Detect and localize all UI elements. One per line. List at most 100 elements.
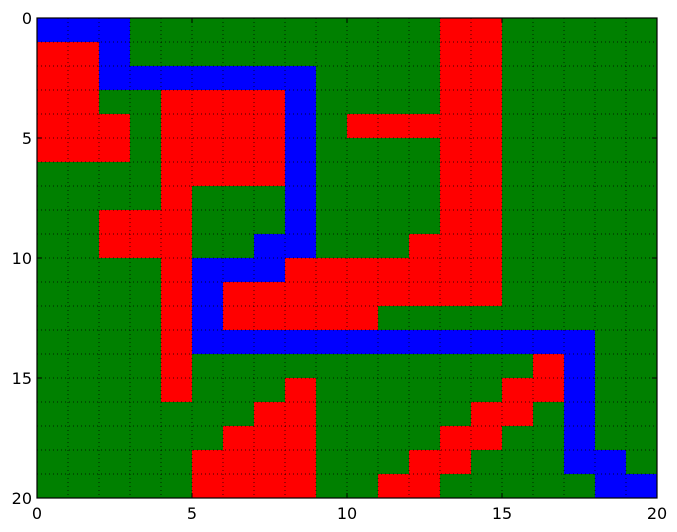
cell-4-11 <box>378 114 410 139</box>
cell-19-19 <box>626 474 658 499</box>
cell-0-12 <box>409 18 441 43</box>
cell-19-9 <box>316 474 348 499</box>
cell-10-7 <box>254 258 286 283</box>
cell-17-4 <box>161 426 193 451</box>
cell-3-13 <box>440 90 472 115</box>
cell-19-18 <box>595 474 627 499</box>
cell-8-17 <box>564 210 596 235</box>
cell-17-3 <box>130 426 162 451</box>
cell-1-5 <box>192 42 224 67</box>
cell-10-9 <box>316 258 348 283</box>
cell-19-2 <box>99 474 131 499</box>
cell-17-16 <box>533 426 565 451</box>
cell-18-2 <box>99 450 131 475</box>
cell-19-11 <box>378 474 410 499</box>
cell-5-15 <box>502 138 534 163</box>
cell-14-17 <box>564 354 596 379</box>
cell-2-19 <box>626 66 658 91</box>
cell-9-15 <box>502 234 534 259</box>
cell-16-15 <box>502 402 534 427</box>
heatmap-cells <box>37 18 658 499</box>
cell-3-6 <box>223 90 255 115</box>
cell-11-2 <box>99 282 131 307</box>
cell-19-10 <box>347 474 379 499</box>
cell-10-1 <box>68 258 100 283</box>
cell-5-8 <box>285 138 317 163</box>
cell-9-3 <box>130 234 162 259</box>
cell-19-13 <box>440 474 472 499</box>
cell-6-10 <box>347 162 379 187</box>
cell-17-14 <box>471 426 503 451</box>
cell-13-9 <box>316 330 348 355</box>
cell-1-7 <box>254 42 286 67</box>
cell-18-6 <box>223 450 255 475</box>
cell-3-18 <box>595 90 627 115</box>
cell-6-2 <box>99 162 131 187</box>
cell-16-19 <box>626 402 658 427</box>
cell-7-9 <box>316 186 348 211</box>
cell-6-15 <box>502 162 534 187</box>
cell-0-3 <box>130 18 162 43</box>
cell-10-16 <box>533 258 565 283</box>
cell-16-11 <box>378 402 410 427</box>
cell-7-5 <box>192 186 224 211</box>
cell-17-1 <box>68 426 100 451</box>
cell-1-4 <box>161 42 193 67</box>
cell-7-10 <box>347 186 379 211</box>
cell-11-18 <box>595 282 627 307</box>
cell-14-14 <box>471 354 503 379</box>
cell-8-13 <box>440 210 472 235</box>
y-axis: 0 5 10 15 20 <box>12 9 657 508</box>
x-axis: 0 5 10 15 20 <box>32 18 667 523</box>
cell-10-3 <box>130 258 162 283</box>
cell-11-13 <box>440 282 472 307</box>
cell-15-18 <box>595 378 627 403</box>
cell-7-1 <box>68 186 100 211</box>
cell-17-11 <box>378 426 410 451</box>
cell-2-10 <box>347 66 379 91</box>
grid-lines <box>37 18 657 498</box>
cell-18-10 <box>347 450 379 475</box>
cell-15-9 <box>316 378 348 403</box>
cell-1-17 <box>564 42 596 67</box>
cell-6-14 <box>471 162 503 187</box>
cell-12-4 <box>161 306 193 331</box>
cell-18-0 <box>37 450 69 475</box>
cell-15-19 <box>626 378 658 403</box>
cell-0-5 <box>192 18 224 43</box>
cell-18-4 <box>161 450 193 475</box>
cell-17-5 <box>192 426 224 451</box>
cell-12-11 <box>378 306 410 331</box>
cell-12-0 <box>37 306 69 331</box>
cell-17-7 <box>254 426 286 451</box>
cell-2-1 <box>68 66 100 91</box>
cell-10-12 <box>409 258 441 283</box>
cell-8-7 <box>254 210 286 235</box>
cell-8-10 <box>347 210 379 235</box>
cell-0-17 <box>564 18 596 43</box>
cell-17-12 <box>409 426 441 451</box>
cell-7-15 <box>502 186 534 211</box>
cell-2-5 <box>192 66 224 91</box>
cell-16-2 <box>99 402 131 427</box>
cell-5-14 <box>471 138 503 163</box>
cell-15-16 <box>533 378 565 403</box>
cell-18-13 <box>440 450 472 475</box>
cell-12-18 <box>595 306 627 331</box>
cell-8-19 <box>626 210 658 235</box>
cell-8-15 <box>502 210 534 235</box>
cell-13-17 <box>564 330 596 355</box>
cell-2-12 <box>409 66 441 91</box>
cell-13-3 <box>130 330 162 355</box>
cell-9-2 <box>99 234 131 259</box>
x-tick-label: 20 <box>647 504 667 523</box>
cell-8-3 <box>130 210 162 235</box>
cell-13-1 <box>68 330 100 355</box>
cell-11-17 <box>564 282 596 307</box>
cell-16-5 <box>192 402 224 427</box>
cell-0-10 <box>347 18 379 43</box>
cell-3-15 <box>502 90 534 115</box>
cell-9-0 <box>37 234 69 259</box>
cell-4-4 <box>161 114 193 139</box>
